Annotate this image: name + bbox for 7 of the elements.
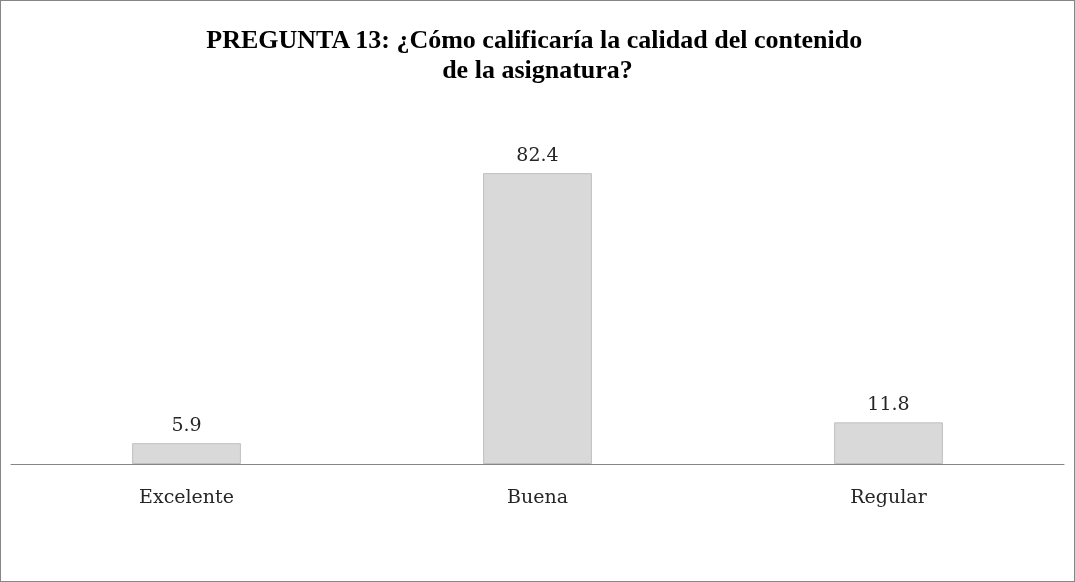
chart-title: PREGUNTA 13: ¿Cómo calificaría la calidad del contenido de la asignatura? [206,24,869,84]
x-tick-label: Buena [506,484,569,507]
x-tick-label: Excelente [139,484,234,507]
data-label: 82.4 [516,142,559,165]
x-tick-label: Regular [850,484,928,507]
data-label: 11.8 [867,391,910,414]
data-label: 5.9 [171,412,202,435]
